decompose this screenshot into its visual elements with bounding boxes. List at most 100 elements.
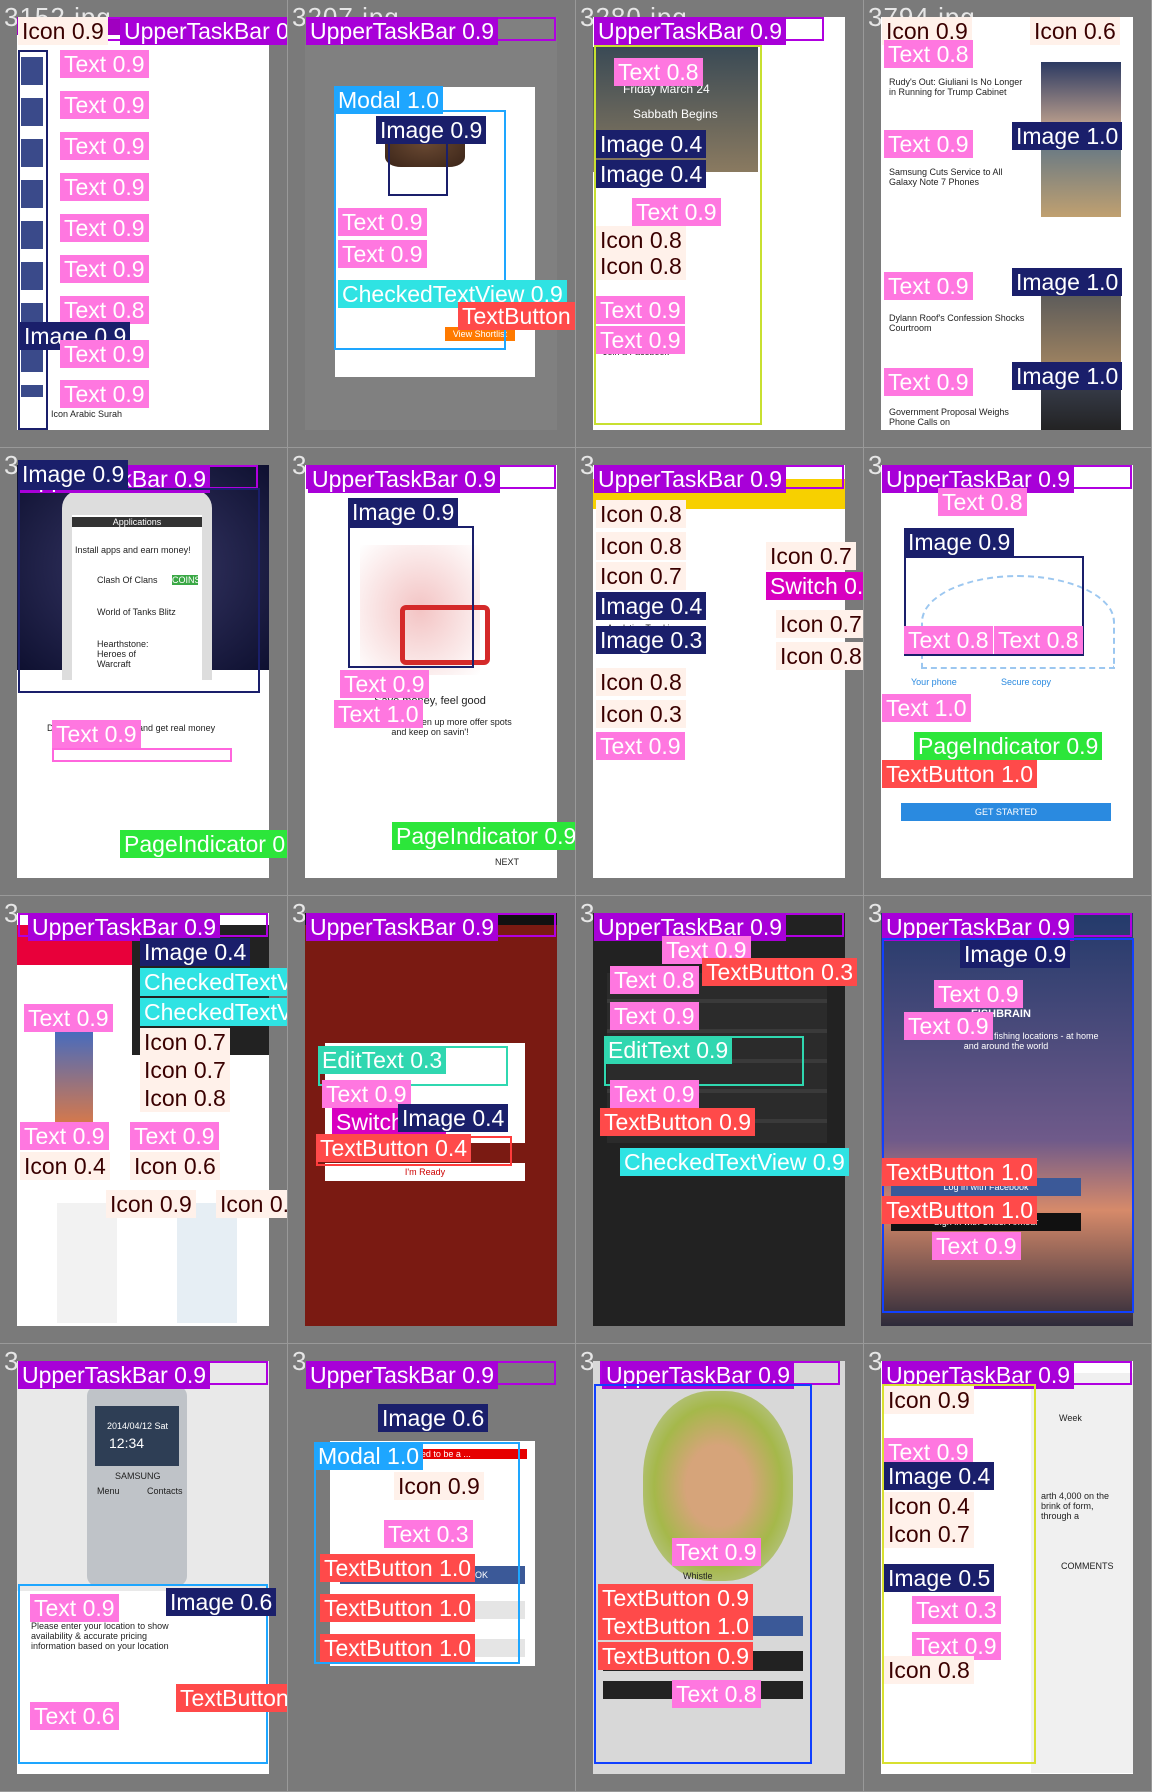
next-link[interactable]: NEXT (495, 857, 520, 867)
tile-13: 3 2014/04/12 Sat 12:34 SAMSUNG Menu Cont… (0, 1344, 288, 1792)
tile-8: 3 My Contacts Your phone Secure copy My … (864, 448, 1152, 896)
image-label: Image 0.4 (398, 1104, 509, 1132)
upper-taskbar-label: UpperTaskBar 0.9 (306, 1361, 499, 1389)
text-label: Text 0.3 (384, 1520, 473, 1548)
photo-1 (1041, 62, 1121, 132)
text-label: Text 0.9 (20, 1122, 109, 1150)
image-label: Image 0.4 (884, 1462, 995, 1490)
tile-9: 3 UpperTaskBar 0.9 Image 0.4 CheckedText… (0, 896, 288, 1344)
icon-label: Icon 0.8 (140, 1084, 230, 1112)
phone-screen: Applications Install apps and earn money… (17, 465, 269, 878)
icon-label: Icon 0.8 (596, 252, 686, 280)
icon-label: Icon 0.8 (884, 1656, 974, 1684)
text-label: Text 0.8 (938, 488, 1027, 516)
text-box (52, 748, 232, 762)
text-label: Text 0.9 (934, 980, 1023, 1008)
tile-title: 3 (868, 898, 884, 928)
phone-screen: Rudy's Out: Giuliani Is No Longer in Run… (881, 17, 1133, 430)
upper-taskbar-label: UpperTaskBar 0.9 (882, 465, 1075, 493)
upper-taskbar-label: UpperTaskBar 0.9 (594, 465, 787, 493)
tile-3: 3280.jpg Friday March 24 Sabbath Begins … (576, 0, 864, 448)
icon-label: Icon 0.7 (884, 1520, 974, 1548)
sabbath-text: Sabbath Begins (633, 107, 718, 121)
image-label: Image 0.4 (596, 160, 707, 188)
modal-label: Modal 1.0 (334, 86, 444, 114)
upper-taskbar-label: UpperTaskBar 0.9 (594, 913, 787, 941)
image-label: Image 0.4 (140, 938, 251, 966)
photo-3 (1041, 292, 1121, 362)
image-box (18, 488, 260, 693)
edittext-label: EditText 0.9 (604, 1036, 733, 1064)
icon-label: Icon 0.6 (1030, 17, 1120, 45)
text-label: Text 0.9 (60, 380, 149, 408)
phone-menu: Menu (97, 1486, 120, 1496)
icon-label: Icon 0.8 (596, 226, 686, 254)
icon-label: Icon 0.7 (776, 610, 863, 638)
get-started-button[interactable]: GET STARTED (901, 803, 1111, 821)
text-label: Text 0.9 (338, 240, 427, 268)
tile-15: 3 Whistle SIGN IN UpperTaskBar 0.9 Text … (576, 1344, 864, 1792)
ready-button[interactable]: I'm Ready (325, 1163, 525, 1181)
view-shortlist-button[interactable]: View Shortlist (445, 327, 515, 341)
week-tab[interactable]: Week (1059, 1413, 1082, 1423)
text-label: Text 0.9 (60, 340, 149, 368)
phone-brand: SAMSUNG (115, 1471, 161, 1481)
text-label: Text 1.0 (334, 700, 423, 728)
container-box (594, 45, 762, 425)
shopping-illustration (360, 545, 480, 675)
cart-shape (400, 605, 490, 665)
tile-title: 3 (292, 450, 308, 480)
image-label: Image 0.4 (596, 592, 707, 620)
text-label: Text 0.9 (672, 1538, 761, 1566)
textbutton-label: TextButton 1.0 (882, 760, 1038, 788)
headline-1: Rudy's Out: Giuliani Is No Longer in Run… (889, 77, 1023, 97)
checked-textview-label: CheckedTextView 0.4 (140, 968, 287, 996)
image-column-box (18, 50, 48, 430)
list-caption: Icon Arabic Surah (51, 409, 123, 419)
textbutton-label: TextButton 1.0 (320, 1554, 476, 1582)
text-label: Text 0.9 (912, 1632, 1001, 1660)
text-label: Text 0.9 (60, 255, 149, 283)
description-text: Earn badges to open up more offer spots … (348, 717, 512, 737)
container-box (882, 1384, 1036, 1764)
secure-copy-text: Secure copy (1001, 677, 1052, 687)
text-label: Text 0.9 (932, 1232, 1021, 1260)
icon-label: Icon 0.9 (394, 1472, 484, 1500)
text-label: Text 0.9 (60, 214, 149, 242)
text-label: Text 0.8 (60, 296, 149, 324)
tile-title: 3 (580, 450, 596, 480)
tile-title: 3 (580, 1346, 596, 1376)
side-panel (1031, 1373, 1133, 1773)
tile-title: 3 (292, 1346, 308, 1376)
tile-title: 3 (4, 450, 20, 480)
textbutton-label: TextButton 0.9 (600, 1108, 756, 1136)
text-label: Text 0.9 (632, 198, 721, 226)
text-label: Text 0.8 (610, 966, 699, 994)
headline-2: Samsung Cuts Service to All Galaxy Note … (889, 167, 1003, 187)
textbutton-label: TextButton 1.0 (320, 1594, 476, 1622)
text-label: Text 0.9 (904, 1012, 993, 1040)
upper-taskbar-label: UpperTaskBar 0.9 (306, 17, 499, 45)
whistle-text: Whistle (683, 1571, 713, 1581)
text-label: Text 0.9 (130, 1122, 219, 1150)
tile-6: 3 Save money, feel good Earn badges to o… (288, 448, 576, 896)
textbutton-label: TextButton 1.0 (598, 1612, 754, 1640)
checked-textview-label: CheckedTextView 0.3 (140, 998, 287, 1026)
image-box (904, 556, 1084, 656)
icon-label: Icon 0.9 (216, 1190, 287, 1218)
icon-label: Icon 0.7 (140, 1056, 230, 1084)
text-label: Text 0.9 (596, 326, 685, 354)
textbutton-label: TextButton 0.9 (598, 1584, 754, 1612)
image-label: Image 0.6 (378, 1404, 489, 1432)
tagline-text: Discover 1.7 million fishing locations -… (913, 1031, 1099, 1051)
textbutton-label: TextButton 1.0 (176, 1684, 287, 1712)
text-label: Text 0.9 (30, 1594, 119, 1622)
tile-12: 3 FISHBRAIN Discover 1.7 million fishing… (864, 896, 1152, 1344)
text-label: Text 0.9 (884, 1438, 973, 1466)
image-label: Image 0.4 (596, 130, 707, 158)
image-label: Image 1.0 (1012, 362, 1123, 390)
phone-time: 12:34 (109, 1435, 145, 1451)
modal-box (18, 1584, 268, 1764)
image-label: Image 0.3 (596, 626, 707, 654)
tile-4: 3794.jpg Rudy's Out: Giuliani Is No Long… (864, 0, 1152, 448)
